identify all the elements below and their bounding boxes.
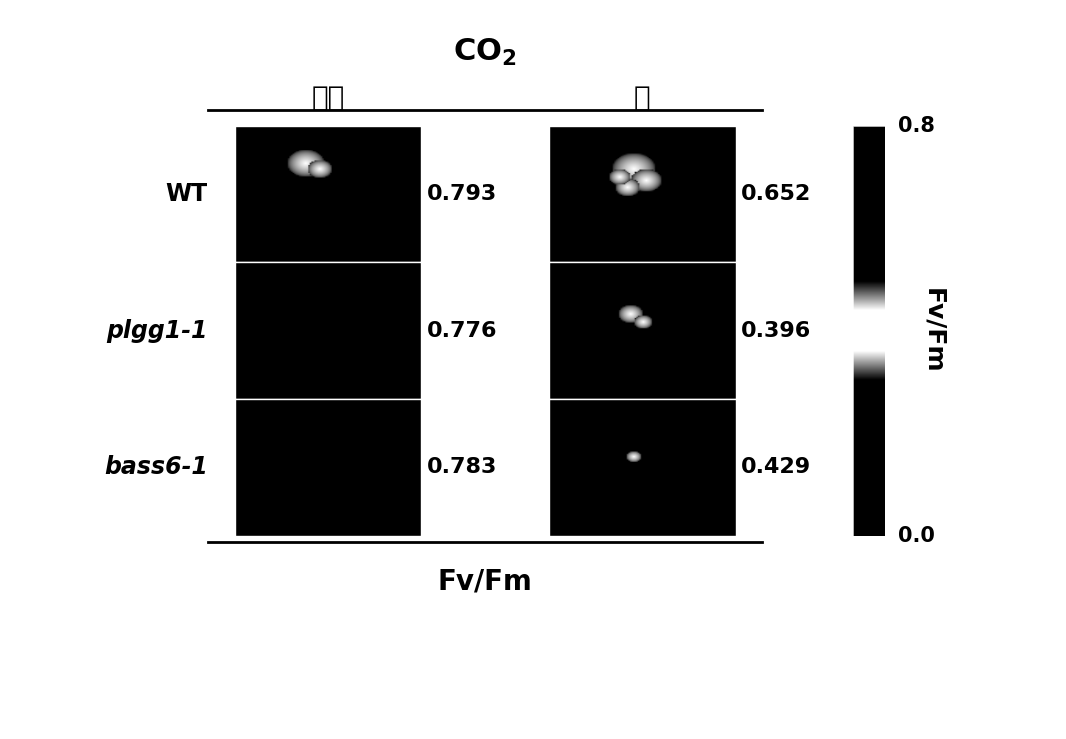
Text: bass6-1: bass6-1 <box>104 455 208 480</box>
Text: WT: WT <box>165 182 208 206</box>
Text: 0.396: 0.396 <box>741 321 811 341</box>
Text: 0.783: 0.783 <box>426 457 497 477</box>
Text: 0.8: 0.8 <box>898 115 935 136</box>
Text: Fv/Fm: Fv/Fm <box>921 288 944 373</box>
Text: $\mathregular{CO_2}$: $\mathregular{CO_2}$ <box>453 37 517 68</box>
Text: 0.652: 0.652 <box>741 184 811 204</box>
Text: Fv/Fm: Fv/Fm <box>437 568 533 596</box>
Text: 低: 低 <box>634 84 650 112</box>
Text: 0.429: 0.429 <box>741 457 811 477</box>
Text: 环境: 环境 <box>311 84 344 112</box>
Text: 0.793: 0.793 <box>426 184 497 204</box>
Text: 0.0: 0.0 <box>898 525 935 546</box>
Text: 0.776: 0.776 <box>426 321 497 341</box>
Text: plgg1-1: plgg1-1 <box>107 319 208 343</box>
